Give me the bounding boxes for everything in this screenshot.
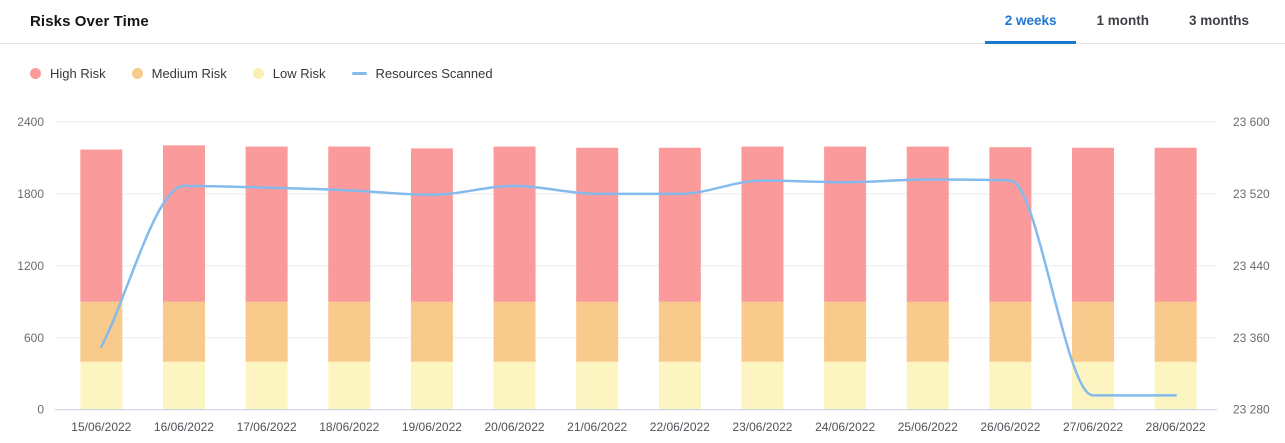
x-axis-label: 15/06/2022 [71,420,131,434]
x-axis-label: 25/06/2022 [898,420,958,434]
bar-medium-risk-16-06-2022 [162,301,205,362]
bar-low-risk-25-06-2022 [906,361,949,410]
x-axis-label: 23/06/2022 [732,420,792,434]
bar-high-risk-21-06-2022 [576,147,619,302]
risks-chart-svg: 0 600 1200 1800 2400 23 280 23 360 23 440 23 520… [17,115,1270,434]
bar-medium-risk-17-06-2022 [245,301,288,362]
legend-item-resources-scanned[interactable]: Resources Scanned [351,66,493,81]
right-axis-tick: 23 600 [1233,115,1270,129]
bar-medium-risk-20-06-2022 [493,301,536,362]
legend-item-high-risk[interactable]: High Risk [30,66,106,81]
chart-legend: High Risk Medium Risk Low Risk Resources Sc… [30,66,1285,81]
panel-header: Risks Over Time 2 weeks 1 month 3 months [0,0,1285,44]
bar-low-risk-24-06-2022 [824,361,867,410]
bar-medium-risk-21-06-2022 [576,301,619,362]
time-range-tabs: 2 weeks 1 month 3 months [984,0,1269,44]
resources-scanned-line [100,178,1177,397]
legend-line-marker [351,72,367,75]
bar-medium-risk-25-06-2022 [906,301,949,362]
bar-high-risk-19-06-2022 [410,148,453,302]
bar-high-risk-20-06-2022 [493,146,536,302]
bar-medium-risk-24-06-2022 [824,301,867,362]
bar-high-risk-26-06-2022 [989,147,1032,302]
bar-high-risk-22-06-2022 [658,147,701,302]
bar-high-risk-15-06-2022 [80,149,123,302]
bar-high-risk-17-06-2022 [245,146,288,302]
x-axis-label: 21/06/2022 [567,420,627,434]
legend-item-low-risk[interactable]: Low Risk [252,66,326,81]
left-axis-tick: 600 [24,331,44,345]
legend-dot-marker [30,68,41,79]
bar-low-risk-21-06-2022 [576,361,619,410]
left-axis-tick: 1800 [17,187,44,201]
x-axis-label: 24/06/2022 [815,420,875,434]
x-axis-label: 26/06/2022 [980,420,1040,434]
bar-low-risk-16-06-2022 [162,361,205,410]
bar-high-risk-23-06-2022 [741,146,784,302]
x-axis-label: 22/06/2022 [650,420,710,434]
left-axis-tick: 2400 [17,115,44,129]
right-axis-tick: 23 280 [1233,403,1270,417]
legend-label: Resources Scanned [375,66,493,81]
bar-high-risk-18-06-2022 [328,146,371,302]
left-axis-tick: 1200 [17,259,44,273]
bar-high-risk-25-06-2022 [906,146,949,302]
tab-2-weeks[interactable]: 2 weeks [984,0,1077,44]
bar-high-risk-27-06-2022 [1072,147,1115,302]
bar-high-risk-16-06-2022 [162,145,205,302]
bar-low-risk-17-06-2022 [245,361,288,410]
bar-medium-risk-23-06-2022 [741,301,784,362]
bar-low-risk-20-06-2022 [493,361,536,410]
legend-dot-marker [131,68,143,79]
left-axis-tick: 0 [37,403,44,417]
bar-low-risk-26-06-2022 [989,361,1032,410]
right-axis-tick: 23 360 [1233,331,1270,345]
bar-low-risk-22-06-2022 [658,361,701,410]
legend-dot-marker [252,68,264,79]
tab-1-month[interactable]: 1 month [1096,12,1149,28]
bar-low-risk-27-06-2022 [1072,361,1115,410]
legend-item-medium-risk[interactable]: Medium Risk [131,66,227,81]
x-axis-label: 18/06/2022 [319,420,379,434]
right-axis-tick: 23 440 [1233,259,1270,273]
bar-low-risk-19-06-2022 [410,361,453,410]
bar-medium-risk-18-06-2022 [328,301,371,362]
x-axis-label: 16/06/2022 [154,420,214,434]
bar-medium-risk-15-06-2022 [80,301,123,362]
bar-low-risk-28-06-2022 [1154,361,1197,410]
x-axis-label: 27/06/2022 [1063,420,1123,434]
bar-medium-risk-26-06-2022 [989,301,1032,362]
x-axis-label: 19/06/2022 [402,420,462,434]
bar-high-risk-24-06-2022 [824,146,867,302]
legend-label: High Risk [50,66,106,81]
x-axis-label: 20/06/2022 [485,420,545,434]
legend-label: Medium Risk [151,66,227,81]
page-title: Risks Over Time [30,13,149,30]
bar-low-risk-15-06-2022 [80,361,123,410]
bar-medium-risk-27-06-2022 [1072,301,1115,362]
bar-medium-risk-28-06-2022 [1154,301,1197,362]
right-axis-tick: 23 520 [1233,187,1270,201]
bar-high-risk-28-06-2022 [1154,147,1197,302]
x-axis-label: 17/06/2022 [237,420,297,434]
bar-low-risk-18-06-2022 [328,361,371,410]
bar-low-risk-23-06-2022 [741,361,784,410]
x-axis-label: 28/06/2022 [1146,420,1206,434]
bar-medium-risk-22-06-2022 [658,301,701,362]
bar-medium-risk-19-06-2022 [410,301,453,362]
legend-label: Low Risk [272,66,326,81]
tab-3-months[interactable]: 3 months [1188,12,1249,28]
